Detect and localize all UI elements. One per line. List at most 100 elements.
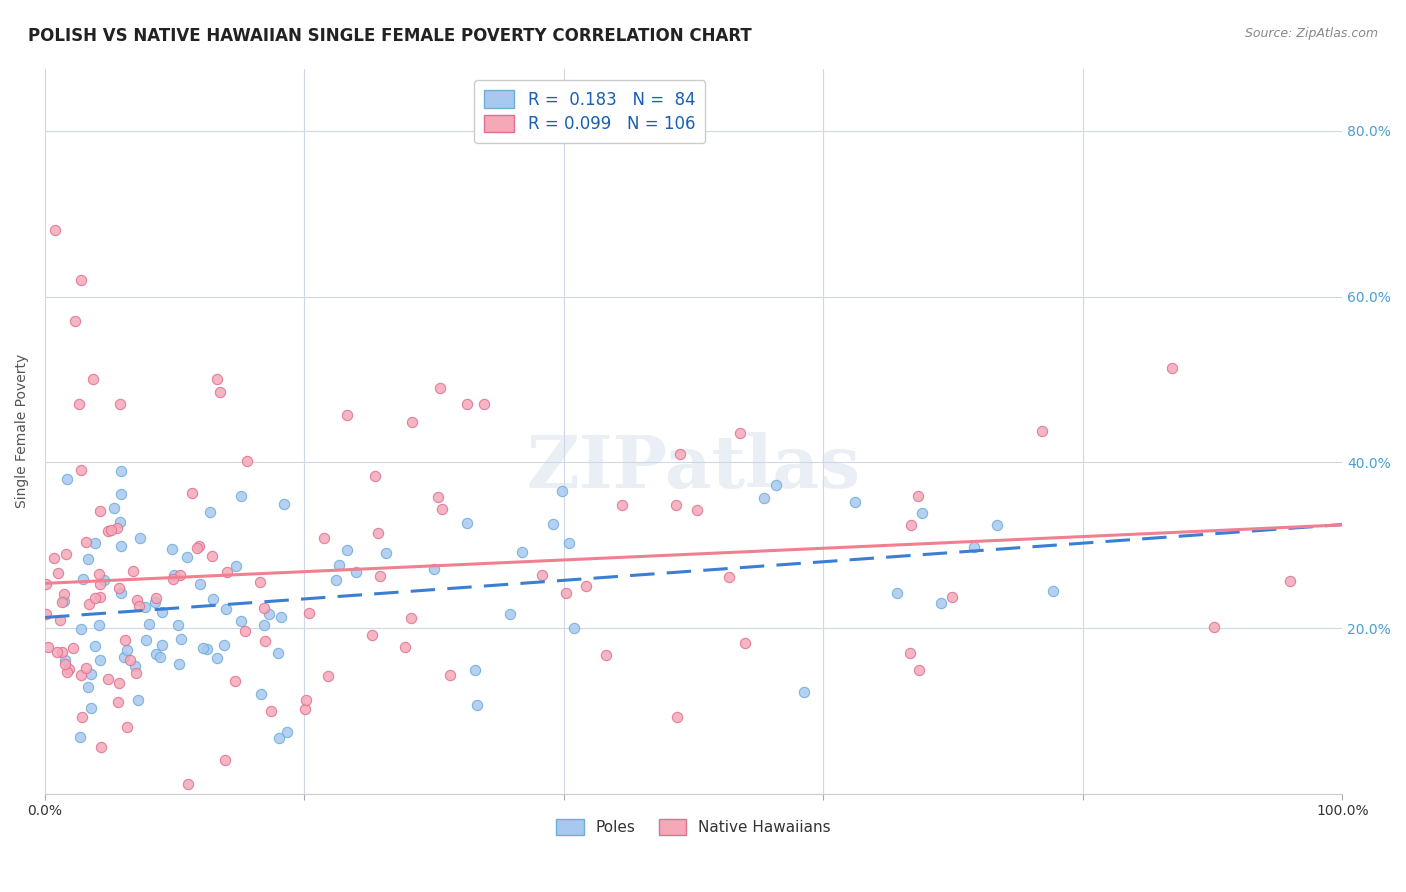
Point	[75, 660, 97, 674]
Point	[229, 615, 252, 629]
Point	[75, 535, 97, 549]
Point	[1204, 620, 1226, 634]
Point	[107, 696, 129, 710]
Point	[122, 564, 145, 578]
Point	[114, 633, 136, 648]
Point	[117, 720, 139, 734]
Point	[1279, 574, 1302, 589]
Point	[336, 408, 359, 422]
Point	[531, 568, 554, 582]
Point	[1031, 424, 1053, 438]
Point	[44, 223, 66, 237]
Point	[67, 397, 90, 411]
Point	[205, 651, 228, 665]
Point	[37, 640, 59, 655]
Point	[181, 485, 204, 500]
Point	[93, 573, 115, 587]
Text: POLISH VS NATIVE HAWAIIAN SINGLE FEMALE POVERTY CORRELATION CHART: POLISH VS NATIVE HAWAIIAN SINGLE FEMALE …	[28, 27, 752, 45]
Point	[422, 561, 444, 575]
Point	[202, 592, 225, 607]
Point	[464, 663, 486, 677]
Point	[108, 515, 131, 529]
Text: ZIPatlas: ZIPatlas	[527, 432, 860, 503]
Point	[963, 541, 986, 555]
Point	[108, 581, 131, 595]
Point	[124, 658, 146, 673]
Point	[297, 606, 319, 620]
Point	[370, 569, 392, 583]
Point	[35, 576, 58, 591]
Point	[253, 601, 276, 615]
Point	[401, 415, 423, 429]
Point	[361, 628, 384, 642]
Point	[217, 565, 239, 579]
Point	[394, 640, 416, 654]
Point	[52, 587, 75, 601]
Point	[439, 667, 461, 681]
Point	[125, 666, 148, 681]
Point	[72, 710, 94, 724]
Point	[55, 472, 77, 486]
Point	[128, 599, 150, 614]
Point	[110, 585, 132, 599]
Point	[63, 314, 86, 328]
Point	[70, 623, 93, 637]
Point	[62, 640, 84, 655]
Point	[752, 491, 775, 505]
Point	[89, 653, 111, 667]
Point	[260, 705, 283, 719]
Point	[120, 652, 142, 666]
Point	[254, 633, 277, 648]
Y-axis label: Single Female Poverty: Single Female Poverty	[15, 354, 30, 508]
Point	[456, 397, 478, 411]
Point	[610, 498, 633, 512]
Legend: Poles, Native Hawaiians: Poles, Native Hawaiians	[547, 810, 841, 845]
Point	[294, 693, 316, 707]
Point	[89, 504, 111, 518]
Point	[186, 541, 208, 555]
Point	[160, 542, 183, 557]
Point	[312, 531, 335, 545]
Point	[170, 632, 193, 646]
Point	[224, 674, 246, 689]
Point	[336, 542, 359, 557]
Point	[728, 426, 751, 441]
Point	[82, 372, 104, 386]
Point	[270, 610, 292, 624]
Point	[52, 594, 75, 608]
Point	[191, 641, 214, 656]
Point	[53, 653, 76, 667]
Point	[166, 617, 188, 632]
Point	[143, 595, 166, 609]
Point	[718, 570, 741, 584]
Point	[163, 567, 186, 582]
Point	[430, 502, 453, 516]
Point	[941, 590, 963, 604]
Point	[236, 454, 259, 468]
Point	[929, 596, 952, 610]
Point	[229, 489, 252, 503]
Point	[898, 647, 921, 661]
Point	[318, 669, 340, 683]
Point	[115, 643, 138, 657]
Point	[907, 489, 929, 503]
Point	[344, 565, 367, 579]
Point	[250, 687, 273, 701]
Point	[80, 666, 103, 681]
Point	[83, 639, 105, 653]
Point	[114, 649, 136, 664]
Point	[558, 536, 581, 550]
Point	[510, 545, 533, 559]
Point	[72, 572, 94, 586]
Point	[188, 576, 211, 591]
Point	[80, 701, 103, 715]
Point	[401, 611, 423, 625]
Point	[150, 605, 173, 619]
Point	[233, 624, 256, 639]
Point	[205, 372, 228, 386]
Point	[76, 680, 98, 694]
Point	[325, 574, 347, 588]
Point	[198, 505, 221, 519]
Point	[201, 549, 224, 563]
Point	[125, 593, 148, 607]
